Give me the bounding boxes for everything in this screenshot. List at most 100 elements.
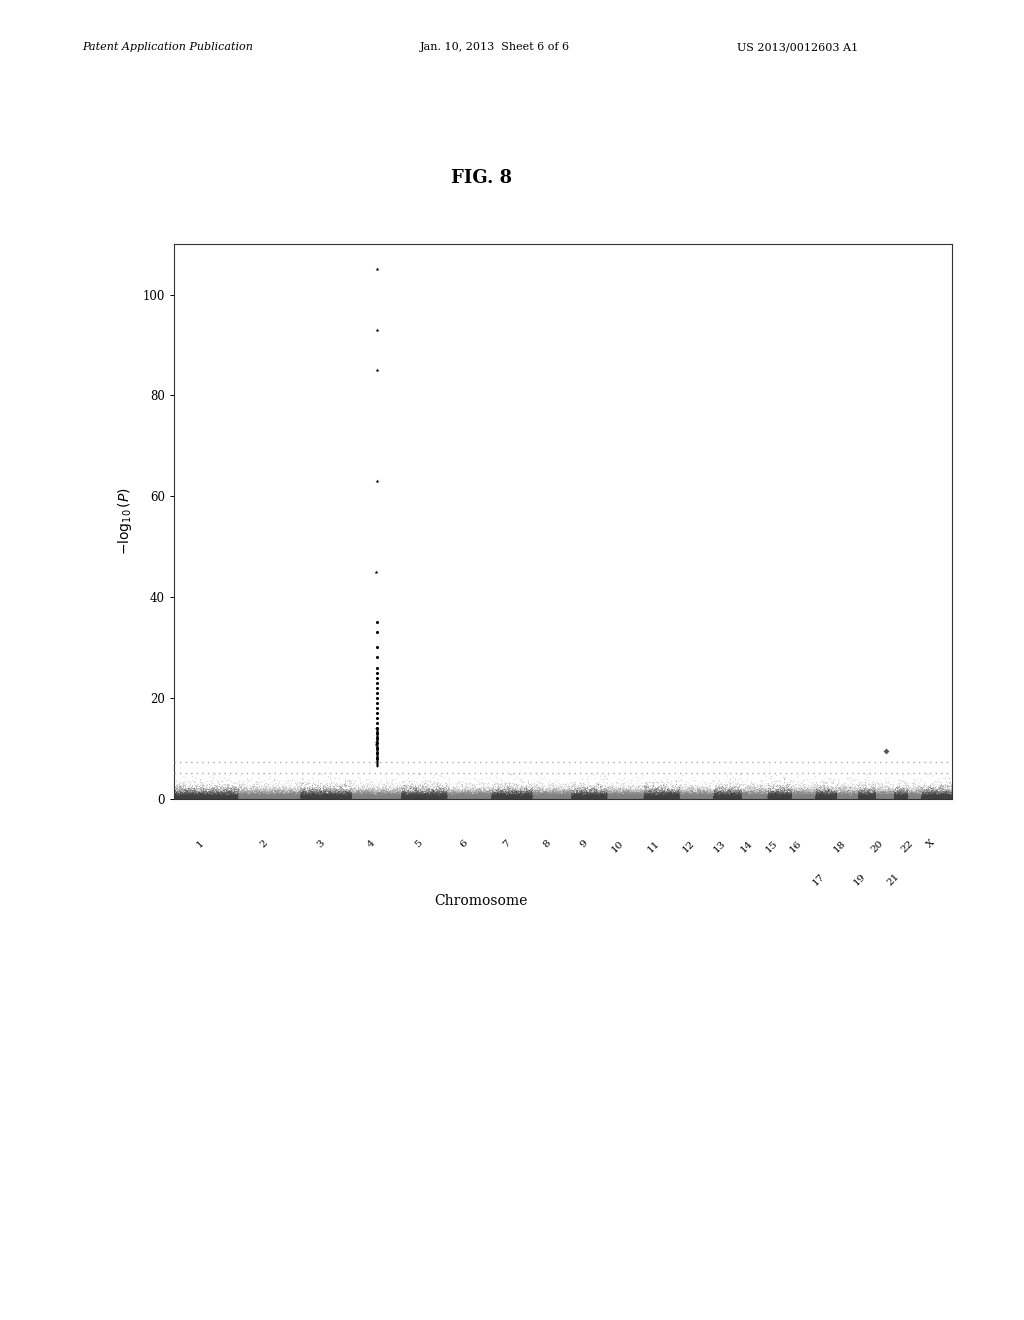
- Point: [290, 779, 306, 800]
- Point: [364, 784, 380, 805]
- Point: [699, 785, 716, 807]
- Point: [186, 785, 203, 807]
- Point: [275, 777, 292, 799]
- Point: [318, 785, 335, 807]
- Point: [243, 785, 259, 807]
- Point: [472, 781, 488, 803]
- Point: [817, 787, 834, 808]
- Point: [944, 788, 961, 809]
- Point: [311, 780, 328, 801]
- Point: [611, 788, 628, 809]
- Point: [272, 788, 289, 809]
- Point: [272, 788, 289, 809]
- Point: [653, 771, 670, 792]
- Point: [626, 775, 642, 796]
- Point: [618, 779, 635, 800]
- Point: [627, 787, 643, 808]
- Point: [438, 787, 455, 808]
- Point: [588, 785, 604, 807]
- Point: [214, 787, 230, 808]
- Point: [633, 788, 649, 809]
- Point: [495, 785, 511, 807]
- Point: [291, 785, 307, 807]
- Point: [415, 783, 431, 804]
- Point: [712, 785, 728, 807]
- Point: [658, 787, 675, 808]
- Point: [529, 780, 546, 801]
- Point: [622, 781, 638, 803]
- Point: [866, 785, 883, 807]
- Point: [324, 784, 340, 805]
- Point: [616, 783, 633, 804]
- Point: [242, 780, 258, 801]
- Point: [508, 784, 524, 805]
- Point: [333, 785, 349, 807]
- Point: [492, 788, 508, 809]
- Point: [709, 787, 725, 808]
- Point: [596, 787, 612, 808]
- Point: [788, 783, 805, 804]
- Point: [836, 775, 852, 796]
- Point: [734, 784, 751, 805]
- Point: [483, 787, 500, 808]
- Point: [557, 787, 573, 808]
- Point: [221, 788, 238, 809]
- Point: [815, 787, 831, 808]
- Point: [403, 780, 420, 801]
- Point: [294, 788, 310, 809]
- Point: [364, 785, 380, 807]
- Point: [555, 784, 571, 805]
- Point: [490, 784, 507, 805]
- Point: [327, 787, 343, 808]
- Point: [263, 788, 280, 809]
- Point: [529, 788, 546, 809]
- Point: [286, 787, 302, 808]
- Point: [427, 785, 443, 807]
- Point: [225, 788, 242, 809]
- Point: [774, 788, 791, 809]
- Point: [759, 780, 775, 801]
- Point: [324, 788, 340, 809]
- Point: [918, 785, 934, 807]
- Point: [565, 787, 582, 808]
- Point: [571, 788, 588, 809]
- Point: [463, 787, 479, 808]
- Point: [290, 788, 306, 809]
- Point: [642, 787, 658, 808]
- Point: [866, 787, 883, 808]
- Point: [573, 788, 590, 809]
- Point: [836, 787, 852, 808]
- Point: [607, 787, 624, 808]
- Point: [461, 788, 477, 809]
- Point: [539, 788, 555, 809]
- Point: [288, 788, 304, 809]
- Point: [606, 784, 623, 805]
- Point: [863, 785, 880, 807]
- Point: [752, 787, 768, 808]
- Point: [372, 783, 388, 804]
- Point: [315, 780, 332, 801]
- Point: [170, 783, 186, 804]
- Point: [217, 787, 233, 808]
- Point: [562, 785, 579, 807]
- Point: [430, 781, 446, 803]
- Point: [504, 787, 520, 808]
- Point: [458, 784, 474, 805]
- Point: [340, 785, 356, 807]
- Point: [475, 783, 492, 804]
- Point: [694, 787, 711, 808]
- Point: [512, 787, 528, 808]
- Point: [713, 787, 729, 808]
- Point: [173, 788, 189, 809]
- Point: [518, 787, 535, 808]
- Point: [267, 787, 284, 808]
- Point: [368, 785, 384, 807]
- Point: [929, 787, 945, 808]
- Point: [778, 783, 795, 804]
- Point: [615, 781, 632, 803]
- Point: [211, 784, 227, 805]
- Point: [187, 781, 204, 803]
- Point: [622, 787, 638, 808]
- Point: [229, 784, 246, 805]
- Point: [402, 788, 419, 809]
